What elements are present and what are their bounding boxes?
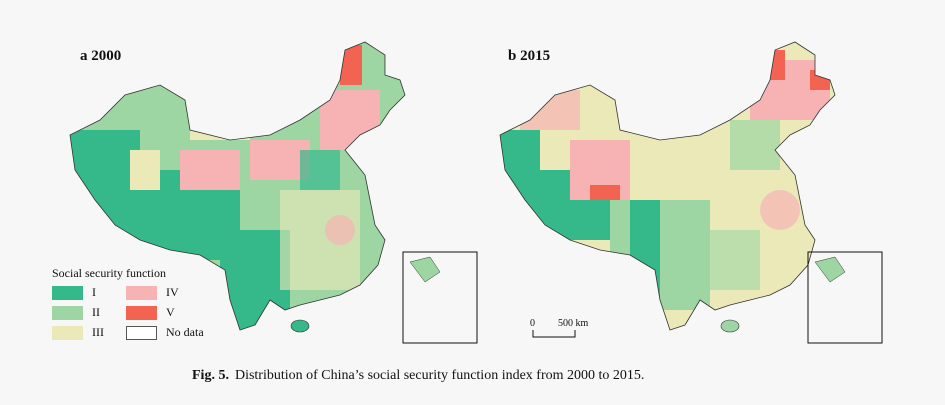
legend-label: IV xyxy=(166,285,179,299)
legend-swatch xyxy=(126,285,157,300)
legend-item: No data xyxy=(126,325,216,340)
legend-label: No data xyxy=(166,325,204,339)
panel-label-b: b 2015 xyxy=(508,48,551,64)
south-china-sea-inset xyxy=(807,251,883,344)
legend-swatch xyxy=(52,325,83,340)
map-2015 xyxy=(499,41,883,344)
legend-label: III xyxy=(92,325,104,339)
legend-label: V xyxy=(166,305,175,319)
panel-label-a: a 2000 xyxy=(80,48,122,64)
legend-title: Social security function xyxy=(52,266,166,280)
legend-swatch xyxy=(52,285,83,300)
legend-swatch xyxy=(126,305,157,320)
south-china-sea-inset xyxy=(402,251,478,344)
legend-label: I xyxy=(92,285,96,299)
legend-item: I xyxy=(52,285,126,300)
legend-item: IV xyxy=(126,285,216,300)
legend-item: V xyxy=(126,305,216,320)
caption-prefix: Fig. 5. xyxy=(192,368,229,383)
legend-item: II xyxy=(52,305,126,320)
legend-swatch xyxy=(52,305,83,320)
scale-bar xyxy=(532,330,576,338)
figure-caption: Fig. 5. Distribution of China’s social se… xyxy=(192,368,644,384)
legend-swatch xyxy=(126,325,157,340)
legend-item: III xyxy=(52,325,126,340)
caption-text: Distribution of China’s social security … xyxy=(234,368,645,383)
legend: Social security function I IV II V III N… xyxy=(52,266,216,340)
legend-label: II xyxy=(92,305,100,319)
scale-end: 500 km xyxy=(558,318,589,329)
scale-start: 0 xyxy=(530,318,535,329)
